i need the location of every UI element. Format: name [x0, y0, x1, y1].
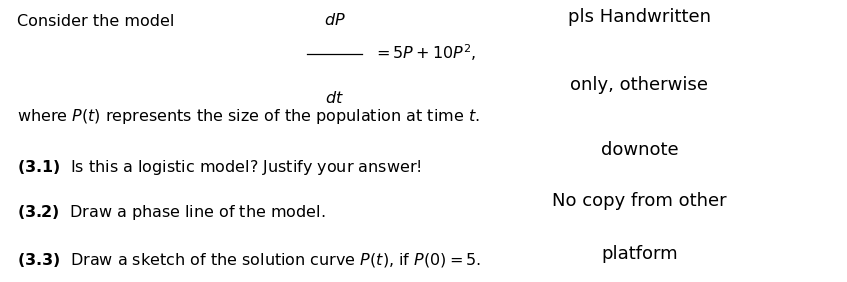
- Text: $= 5P + 10P^2,$: $= 5P + 10P^2,$: [373, 43, 476, 63]
- Text: platform: platform: [601, 245, 678, 263]
- Text: $dt$: $dt$: [325, 90, 344, 106]
- Text: $dP$: $dP$: [324, 12, 346, 28]
- Text: $\mathbf{(3.2)}$  Draw a phase line of the model.: $\mathbf{(3.2)}$ Draw a phase line of th…: [17, 203, 325, 222]
- Text: pls Handwritten: pls Handwritten: [568, 8, 711, 27]
- Text: $\mathbf{(3.1)}$  Is this a logistic model? Justify your answer!: $\mathbf{(3.1)}$ Is this a logistic mode…: [17, 158, 422, 177]
- Text: No copy from other: No copy from other: [552, 192, 727, 210]
- Text: downote: downote: [601, 141, 678, 159]
- Text: where $P(t)$ represents the size of the population at time $t$.: where $P(t)$ represents the size of the …: [17, 107, 479, 126]
- Text: only, otherwise: only, otherwise: [571, 76, 708, 94]
- Text: $\mathbf{(3.3)}$  Draw a sketch of the solution curve $P(t)$, if $P(0) = 5$.: $\mathbf{(3.3)}$ Draw a sketch of the so…: [17, 251, 481, 269]
- Text: Consider the model: Consider the model: [17, 14, 174, 29]
